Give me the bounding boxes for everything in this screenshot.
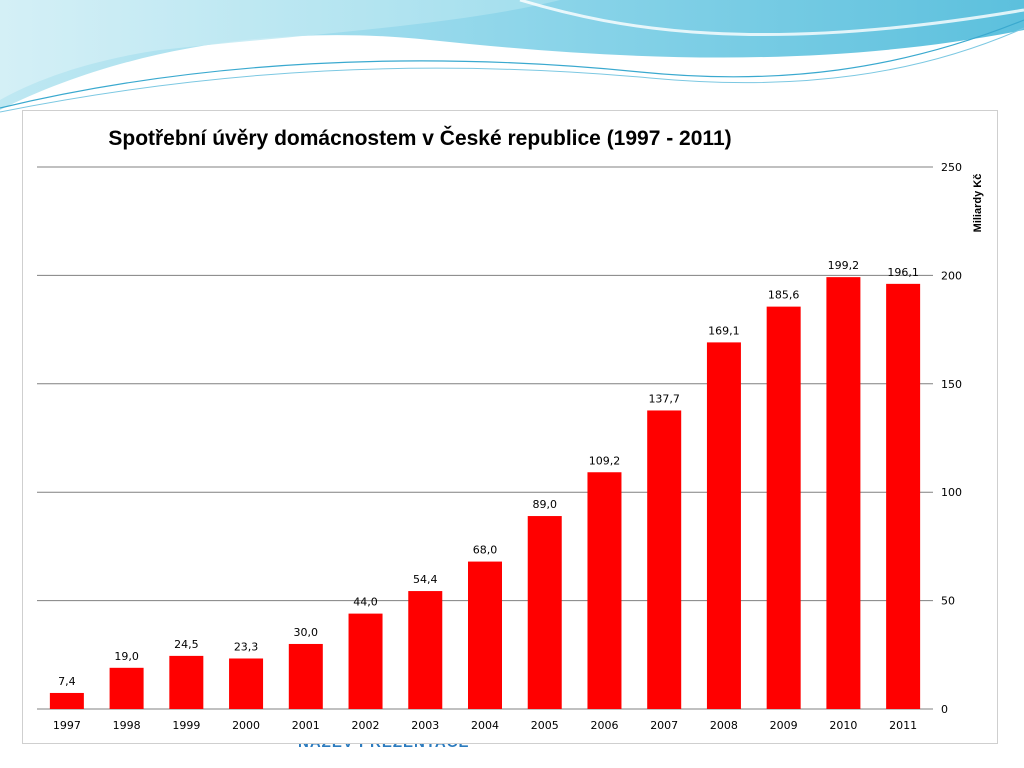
data-label: 137,7 [648, 392, 680, 405]
data-label: 24,5 [174, 638, 199, 651]
bar-2003 [408, 591, 443, 709]
y-tick-labels: 0 50 100 150 200 250 [941, 161, 962, 716]
data-label: 185,6 [768, 289, 800, 302]
bar-1999 [169, 655, 204, 709]
x-tick-label: 2002 [352, 719, 380, 732]
bar-2007 [647, 410, 682, 709]
data-label: 44,0 [353, 596, 378, 609]
x-tick-label: 2004 [471, 719, 499, 732]
y-tick-label: 0 [941, 703, 948, 716]
bar-1997 [49, 692, 84, 709]
bar-2010 [826, 277, 861, 709]
x-tick-labels: 1997 1998 1999 2000 2001 2002 2003 2004 2005 2006… [53, 719, 917, 732]
x-tick-label: 1997 [53, 719, 81, 732]
bar-2004 [468, 561, 502, 709]
x-tick-label: 2005 [531, 719, 559, 732]
bars [49, 277, 921, 709]
x-tick-label: 2000 [232, 719, 260, 732]
bar-2005 [527, 516, 562, 709]
data-label: 68,0 [473, 544, 498, 557]
x-tick-label: 2003 [411, 719, 439, 732]
data-label: 30,0 [294, 626, 319, 639]
x-tick-label: 2008 [710, 719, 738, 732]
y-axis-title: Miliardy Kč [972, 174, 984, 233]
chart-panel: Spotřební úvěry domácnostem v České repu… [22, 110, 998, 744]
data-label: 109,2 [589, 454, 621, 467]
data-label: 199,2 [828, 259, 860, 272]
bar-2002 [348, 613, 383, 709]
data-label: 89,0 [532, 498, 557, 511]
chart-title: Spotřební úvěry domácnostem v České repu… [108, 126, 731, 150]
x-tick-label: 2009 [770, 719, 798, 732]
data-labels: 7,4 19,0 24,5 23,3 30,0 44,0 54,4 68,0 89,0 109,2… [58, 259, 919, 688]
data-label: 19,0 [114, 650, 139, 663]
x-tick-label: 2010 [829, 719, 857, 732]
x-tick-label: 2011 [889, 719, 917, 732]
x-tick-label: 2001 [292, 719, 320, 732]
data-label: 7,4 [58, 675, 76, 688]
bar-chart: Spotřební úvěry domácnostem v České repu… [37, 126, 984, 732]
data-label: 23,3 [234, 640, 258, 653]
bar-2001 [288, 643, 323, 709]
x-tick-label: 2007 [650, 719, 678, 732]
y-tick-label: 100 [941, 486, 962, 499]
y-tick-label: 150 [941, 378, 962, 391]
data-label: 169,1 [708, 324, 740, 337]
y-tick-label: 50 [941, 595, 955, 608]
header-wave-decoration [0, 0, 1024, 113]
bar-2006 [587, 472, 622, 709]
y-tick-label: 200 [941, 269, 962, 282]
bar-1998 [109, 667, 144, 709]
data-label: 54,4 [413, 573, 438, 586]
bar-2008 [706, 342, 741, 709]
bar-2000 [229, 658, 264, 709]
y-tick-label: 250 [941, 161, 962, 174]
x-tick-label: 2006 [590, 719, 618, 732]
bar-2011 [886, 283, 921, 709]
data-label: 196,1 [887, 266, 919, 279]
x-tick-label: 1999 [172, 719, 200, 732]
x-tick-label: 1998 [113, 719, 141, 732]
bar-2009 [766, 306, 801, 709]
